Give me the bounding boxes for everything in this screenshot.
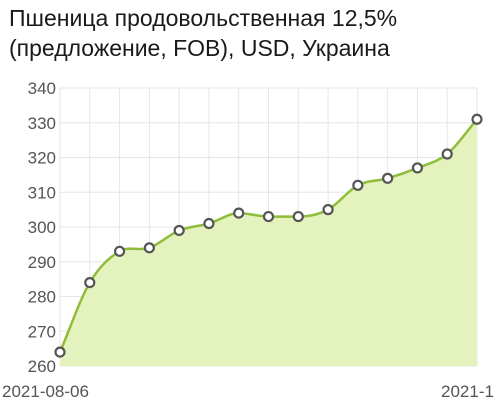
y-tick-label: 330 xyxy=(28,114,56,133)
data-point-marker xyxy=(113,245,126,257)
data-markers xyxy=(54,113,483,358)
data-point-marker xyxy=(84,277,96,289)
data-point-marker xyxy=(441,148,453,160)
chart-title: Пшеница продовольственная 12,5% (предлож… xyxy=(9,5,398,61)
y-tick-label: 340 xyxy=(28,79,56,98)
data-point-marker xyxy=(262,210,275,223)
x-tick-label: 2021-08-06 xyxy=(2,382,89,401)
data-point-marker xyxy=(411,162,424,174)
y-tick-label: 270 xyxy=(28,322,56,341)
data-point-marker xyxy=(233,207,245,219)
data-point-marker xyxy=(54,346,66,358)
y-tick-label: 310 xyxy=(28,183,56,202)
y-tick-label: 290 xyxy=(28,253,56,272)
data-point-marker xyxy=(471,113,483,125)
x-tick-label: 2021-1 xyxy=(441,382,494,401)
y-tick-label: 300 xyxy=(28,218,56,237)
y-tick-label: 320 xyxy=(28,149,56,168)
data-point-marker xyxy=(203,217,215,230)
y-tick-label: 260 xyxy=(28,357,56,376)
data-point-marker xyxy=(322,204,334,216)
y-tick-label: 280 xyxy=(28,288,56,307)
data-point-marker xyxy=(292,210,304,223)
data-point-marker xyxy=(173,224,185,237)
x-axis-ticks: 2021-08-06 2021-1 xyxy=(2,382,494,401)
y-axis-ticks: 260 270 280 290 300 310 320 330 340 xyxy=(28,79,56,376)
data-point-marker xyxy=(382,172,394,184)
data-point-marker xyxy=(143,242,155,254)
data-point-marker xyxy=(352,179,364,191)
